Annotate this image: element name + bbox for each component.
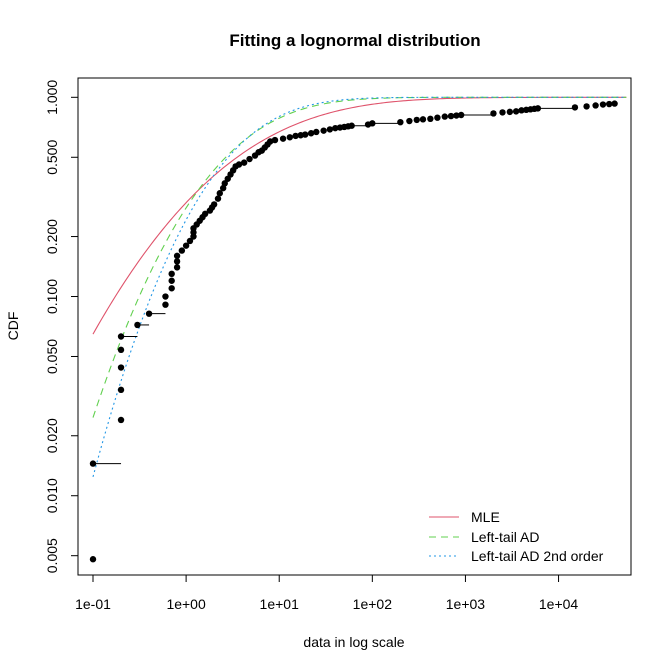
- data-point: [434, 114, 441, 121]
- data-point: [89, 460, 97, 467]
- data-point: [117, 386, 125, 394]
- data-point: [506, 108, 514, 116]
- data-point: [221, 180, 228, 187]
- data-point: [240, 159, 248, 166]
- fit-curve-1: [92, 96, 627, 418]
- data-point: [599, 101, 607, 108]
- data-point: [583, 103, 590, 110]
- data-point: [279, 135, 287, 142]
- data-point: [201, 210, 209, 218]
- data-point: [286, 134, 294, 141]
- x-tick-label: 1e+04: [539, 596, 579, 612]
- data-point: [611, 100, 618, 107]
- data-point: [447, 112, 455, 120]
- x-tick-label: 1e+00: [166, 596, 206, 612]
- fit-curves: [92, 96, 627, 478]
- data-point: [182, 242, 190, 249]
- data-point: [214, 195, 222, 202]
- data-point: [89, 556, 97, 563]
- data-point: [292, 132, 299, 140]
- y-axis-label: CDF: [5, 312, 21, 341]
- data-point: [210, 201, 218, 208]
- data-point: [406, 117, 413, 125]
- data-point: [162, 301, 169, 308]
- chart-title: Fitting a lognormal distribution: [229, 31, 480, 50]
- data-point: [313, 128, 320, 136]
- legend-label: Left-tail AD 2nd order: [471, 548, 604, 564]
- data-point: [534, 105, 542, 112]
- y-axis: 0.005 0.010 0.020 0.050 0.100 0.200 0.500 1.000: [44, 80, 79, 573]
- data-point: [134, 321, 141, 329]
- data-point: [219, 184, 227, 192]
- x-axis: 1e-01 1e+00 1e+01 1e+02 1e+03 1e+04: [75, 574, 579, 612]
- data-point: [441, 113, 448, 120]
- y-tick-label: 0.020: [44, 418, 60, 453]
- data-point: [145, 310, 153, 317]
- data-point: [453, 112, 460, 119]
- data-point: [320, 127, 327, 134]
- data-point: [413, 116, 420, 124]
- x-axis-label: data in log scale: [303, 634, 404, 650]
- data-point: [606, 100, 613, 108]
- x-tick-label: 1e+02: [353, 596, 393, 612]
- data-point: [518, 107, 525, 114]
- data-point: [499, 109, 506, 116]
- y-tick-label: 0.010: [44, 478, 60, 513]
- y-tick-label: 0.100: [44, 279, 60, 314]
- data-point: [173, 252, 181, 260]
- data-point: [216, 190, 223, 197]
- data-point: [427, 115, 434, 123]
- legend-label: MLE: [471, 509, 500, 525]
- data-point: [246, 155, 253, 163]
- data-point: [117, 416, 125, 424]
- data-point: [419, 116, 427, 123]
- y-tick-label: 0.050: [44, 339, 60, 374]
- data-point: [117, 364, 125, 371]
- legend-label: Left-tail AD: [471, 529, 539, 545]
- data-point: [168, 285, 175, 292]
- x-tick-label: 1e-01: [75, 596, 111, 612]
- data-point: [512, 108, 520, 115]
- x-tick-label: 1e+01: [260, 596, 300, 612]
- empirical-points: [89, 100, 618, 563]
- data-point: [326, 126, 334, 133]
- data-point: [173, 264, 181, 271]
- data-point: [348, 122, 355, 129]
- data-point: [457, 111, 465, 119]
- data-point: [397, 118, 404, 126]
- legend: MLE Left-tail AD Left-tail AD 2nd order: [429, 509, 604, 564]
- data-point: [490, 110, 497, 117]
- data-point: [168, 270, 175, 278]
- x-tick-label: 1e+03: [446, 596, 486, 612]
- data-point: [162, 293, 169, 300]
- data-point: [117, 346, 125, 354]
- y-tick-label: 1.000: [44, 80, 60, 115]
- data-point: [168, 277, 175, 284]
- data-point: [178, 247, 186, 254]
- data-point: [235, 161, 243, 168]
- data-point: [186, 237, 194, 245]
- y-tick-label: 0.005: [44, 538, 60, 573]
- data-point: [307, 130, 315, 137]
- data-point: [117, 333, 125, 340]
- y-tick-label: 0.500: [44, 140, 60, 175]
- data-point: [592, 102, 599, 109]
- data-point: [369, 120, 376, 127]
- data-point: [271, 136, 279, 144]
- data-point: [173, 258, 181, 265]
- data-point: [332, 124, 339, 132]
- data-point: [571, 104, 579, 111]
- data-point: [301, 131, 309, 138]
- y-tick-label: 0.200: [44, 219, 60, 254]
- fit-curve-2: [92, 96, 627, 478]
